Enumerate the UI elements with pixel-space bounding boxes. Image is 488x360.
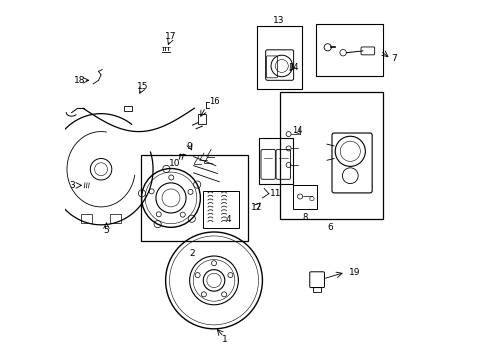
Text: 13: 13 (272, 16, 284, 25)
Text: 2: 2 (189, 249, 195, 258)
Bar (258, 138, 292, 184)
Text: 14: 14 (292, 126, 302, 135)
Text: 7: 7 (391, 54, 396, 63)
Text: 16: 16 (208, 97, 219, 106)
Text: 15: 15 (136, 82, 148, 91)
Text: 11: 11 (269, 189, 281, 198)
Bar (140, 155, 247, 241)
Text: 18: 18 (74, 76, 85, 85)
Text: 1: 1 (222, 335, 227, 344)
Text: 9: 9 (185, 142, 191, 151)
Bar (280, 92, 382, 220)
Text: 4: 4 (225, 215, 231, 224)
Text: 8: 8 (302, 213, 307, 222)
Text: 19: 19 (348, 268, 359, 277)
Text: 3: 3 (69, 181, 75, 190)
Text: 5: 5 (103, 226, 109, 235)
Text: 6: 6 (327, 223, 333, 232)
Bar (124, 107, 131, 111)
Bar (203, 191, 239, 228)
Text: 10: 10 (168, 159, 180, 168)
Bar (257, 26, 301, 89)
Text: 17: 17 (165, 32, 176, 41)
Text: 14: 14 (287, 63, 298, 72)
Bar (312, 287, 321, 292)
Bar (293, 185, 316, 210)
Text: 12: 12 (251, 203, 262, 212)
Bar (316, 24, 382, 76)
Bar (198, 114, 205, 125)
